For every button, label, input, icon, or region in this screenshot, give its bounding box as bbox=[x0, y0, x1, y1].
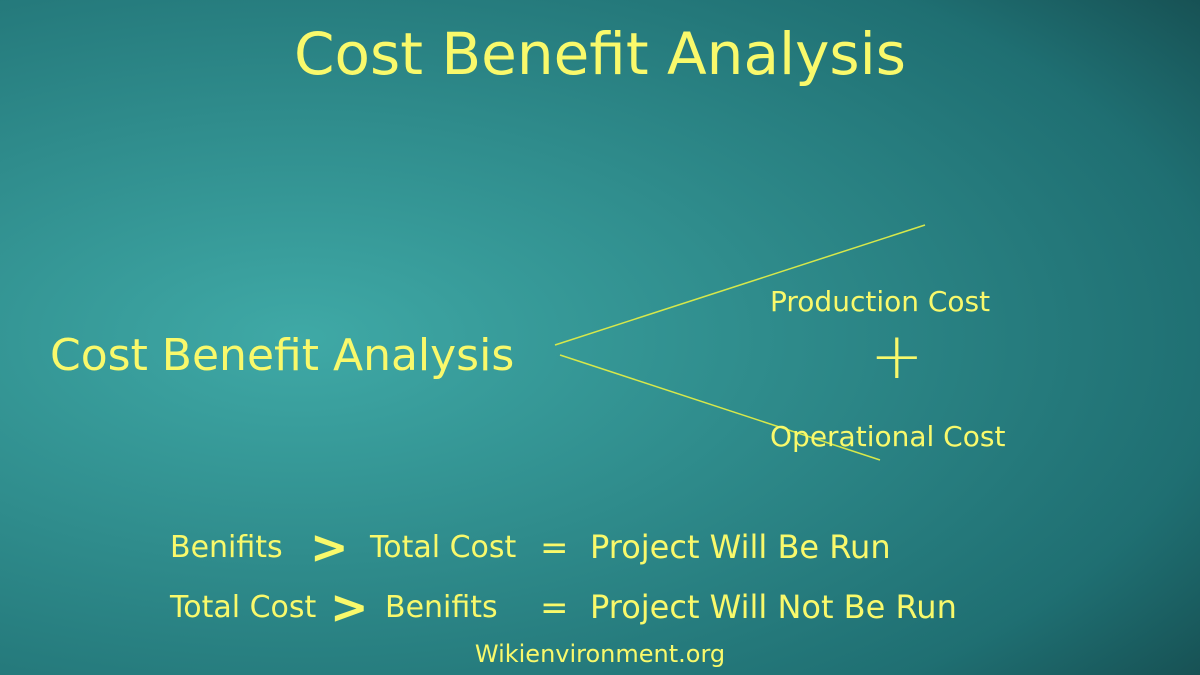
rule1-gt: > bbox=[310, 520, 349, 574]
rule2-gt: > bbox=[330, 580, 369, 634]
rule2-rhs: Benifits bbox=[385, 590, 498, 625]
footer-attribution: Wikienvironment.org bbox=[0, 640, 1200, 668]
plus-symbol: + bbox=[870, 325, 924, 389]
rule2-lhs: Total Cost bbox=[170, 590, 316, 625]
branch-top-label: Production Cost bbox=[770, 285, 990, 318]
main-label: Cost Benefit Analysis bbox=[50, 330, 514, 381]
rule1-rhs: Total Cost bbox=[370, 530, 516, 565]
rule2-result: Project Will Not Be Run bbox=[590, 588, 957, 626]
branch-bottom-label: Operational Cost bbox=[770, 420, 1005, 453]
title: Cost Benefit Analysis bbox=[0, 20, 1200, 88]
rule1-result: Project Will Be Run bbox=[590, 528, 891, 566]
rule1-eq: = bbox=[540, 528, 569, 568]
rule1-lhs: Benifits bbox=[170, 530, 283, 565]
rule2-eq: = bbox=[540, 588, 569, 628]
diagram-canvas: Cost Benefit Analysis Cost Benefit Analy… bbox=[0, 0, 1200, 675]
